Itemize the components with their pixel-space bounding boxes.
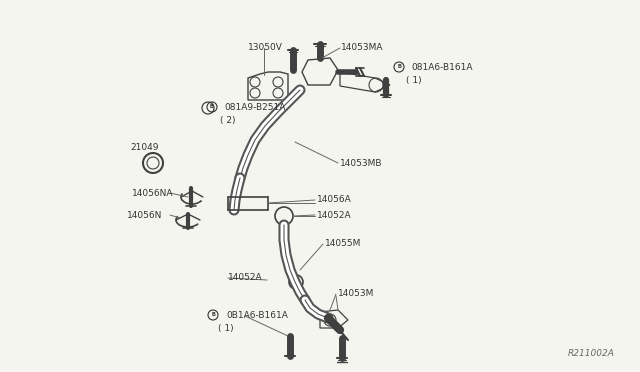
Text: 14053MB: 14053MB — [340, 158, 383, 167]
Text: 14055M: 14055M — [325, 240, 362, 248]
Text: 14056NA: 14056NA — [132, 189, 173, 198]
Text: ( 2): ( 2) — [220, 115, 236, 125]
Text: 14053MA: 14053MA — [341, 44, 383, 52]
Text: 13050V: 13050V — [248, 44, 283, 52]
Text: 14056A: 14056A — [317, 196, 352, 205]
Text: 081A6-B161A: 081A6-B161A — [411, 62, 472, 71]
Text: 081A9-B251A: 081A9-B251A — [224, 103, 285, 112]
Text: B: B — [211, 312, 215, 317]
Text: 0B1A6-B161A: 0B1A6-B161A — [226, 311, 288, 320]
Text: ( 1): ( 1) — [406, 76, 422, 84]
Text: 14052A: 14052A — [228, 273, 262, 282]
Text: B: B — [210, 105, 214, 109]
Text: R211002A: R211002A — [568, 349, 615, 358]
Text: 14052A: 14052A — [317, 211, 351, 219]
Text: ( 1): ( 1) — [218, 324, 234, 333]
Text: 14053M: 14053M — [338, 289, 374, 298]
Text: B: B — [397, 64, 401, 70]
Text: 21049: 21049 — [130, 144, 159, 153]
Text: 14056N: 14056N — [127, 211, 163, 219]
